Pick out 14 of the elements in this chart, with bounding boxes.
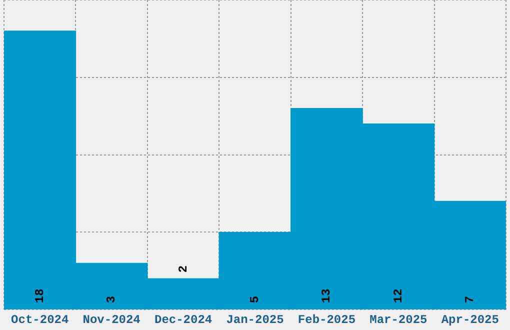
data-label: 3	[104, 296, 119, 304]
x-tick-label: Nov-2024	[82, 312, 140, 327]
data-label: 13	[320, 288, 334, 304]
data-label: 7	[463, 296, 478, 304]
x-tick-label: Apr-2025	[441, 312, 499, 327]
x-tick-label: Mar-2025	[370, 312, 428, 327]
x-tick-label: Jan-2025	[226, 312, 284, 327]
data-label: 2	[176, 265, 190, 273]
x-tick-label: Feb-2025	[298, 312, 356, 327]
data-label: 12	[391, 288, 406, 304]
x-tick-label: Dec-2024	[154, 312, 212, 327]
data-label: 5	[248, 296, 262, 304]
data-label: 18	[32, 288, 47, 304]
x-tick-label: Oct-2024	[11, 312, 69, 327]
